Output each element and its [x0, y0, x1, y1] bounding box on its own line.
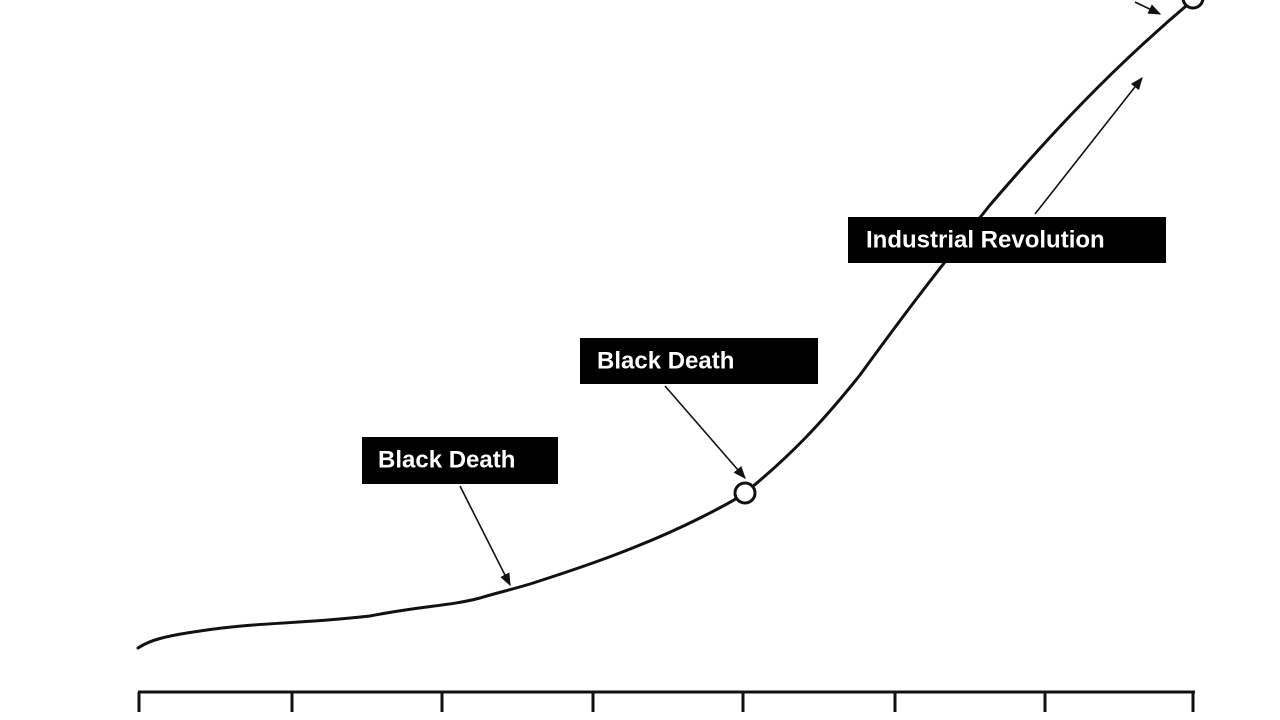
label: Black Death [597, 347, 734, 374]
arrow [1034, 76, 1143, 215]
annotation: Black Death [580, 338, 818, 384]
growth-curve [136, 0, 1195, 650]
axis-ticks [137, 692, 1195, 712]
label: Black Death [378, 446, 515, 473]
annotation: Black Death [362, 437, 558, 484]
arrows [459, 1, 1162, 587]
annotation: Industrial Revolution [848, 217, 1166, 263]
arrow [459, 485, 511, 587]
label: Industrial Revolution [866, 226, 1105, 253]
arrow [1134, 1, 1162, 15]
label-box [362, 437, 558, 484]
event-marker [733, 481, 757, 505]
event-marker [1181, 0, 1205, 10]
label-box [580, 338, 818, 384]
arrow [664, 385, 746, 479]
label-box [848, 217, 1166, 263]
